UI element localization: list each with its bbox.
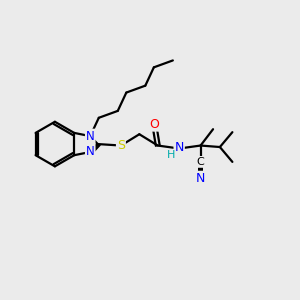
Text: H: H <box>167 150 175 160</box>
Text: S: S <box>117 139 125 152</box>
Text: N: N <box>86 130 94 142</box>
Text: N: N <box>196 172 205 185</box>
Text: N: N <box>175 141 184 154</box>
Text: N: N <box>86 146 94 158</box>
Text: O: O <box>149 118 159 130</box>
Text: C: C <box>197 157 204 167</box>
